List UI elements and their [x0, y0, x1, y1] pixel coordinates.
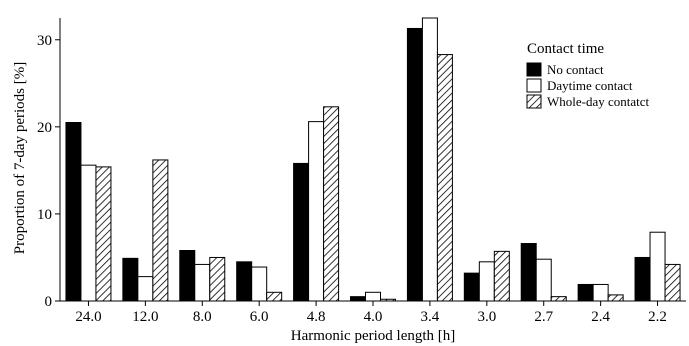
- bar: [550, 296, 567, 302]
- bar: [478, 261, 495, 302]
- x-axis-label: Harmonic period length [h]: [291, 328, 456, 344]
- legend-swatch: [526, 62, 542, 77]
- bar: [634, 256, 651, 302]
- x-tick-label: 2.7: [534, 309, 553, 325]
- bar: [308, 121, 325, 302]
- y-tick-label: 20: [37, 120, 52, 136]
- bar: [179, 249, 196, 302]
- bar: [350, 296, 366, 302]
- y-tick-label: 10: [37, 207, 52, 223]
- bar: [649, 231, 666, 302]
- bar: [436, 54, 453, 302]
- legend-label: Daytime contact: [547, 78, 633, 93]
- x-tick-label: 4.0: [364, 309, 383, 325]
- legend-swatch: [526, 78, 542, 93]
- x-tick-label: 2.2: [648, 309, 667, 325]
- bars: [65, 17, 681, 302]
- bar: [380, 298, 396, 302]
- legend-label: No contact: [547, 62, 604, 77]
- bar: [577, 283, 594, 302]
- bar: [122, 257, 139, 302]
- bar: [266, 291, 283, 302]
- x-tick-label: 4.8: [307, 309, 326, 325]
- bar: [251, 266, 268, 302]
- x-tick-label: 12.0: [132, 309, 158, 325]
- bar: [520, 243, 537, 302]
- legend-swatch: [526, 94, 542, 109]
- bar: [463, 272, 480, 302]
- bar: [95, 166, 112, 302]
- bar: [406, 27, 423, 302]
- x-axis: 24.0 12.0 8.0 6.0 4.8 4.0 3.4 3.0 2.7 2.4 2.2: [60, 300, 686, 325]
- bar: [80, 164, 97, 302]
- bar: [365, 291, 381, 302]
- x-tick-label: 24.0: [75, 309, 101, 325]
- bar: [493, 250, 510, 302]
- y-tick-label: 30: [37, 33, 52, 49]
- bar: [592, 283, 609, 302]
- bar: [209, 256, 226, 302]
- y-tick-label: 0: [45, 294, 53, 310]
- x-tick-label: 3.0: [477, 309, 496, 325]
- bar: [607, 294, 624, 302]
- x-tick-label: 6.0: [250, 309, 269, 325]
- bar: [65, 121, 82, 302]
- bar: [194, 263, 211, 302]
- legend-label: Whole-day contatct: [547, 94, 650, 109]
- bar: [535, 258, 552, 302]
- bar: [293, 162, 310, 302]
- y-axis: 0 10 20 30: [37, 18, 61, 310]
- bar: [137, 276, 154, 302]
- bar: [152, 159, 169, 302]
- bar: [421, 17, 438, 302]
- x-tick-label: 8.0: [193, 309, 212, 325]
- x-tick-label: 3.4: [421, 309, 440, 325]
- bar: [664, 263, 681, 302]
- x-tick-label: 2.4: [591, 309, 610, 325]
- bar: [236, 261, 253, 302]
- y-axis-label: Proportion of 7-day periods [%]: [12, 62, 28, 254]
- legend-title: Contact time: [527, 41, 604, 57]
- bar: [323, 106, 340, 302]
